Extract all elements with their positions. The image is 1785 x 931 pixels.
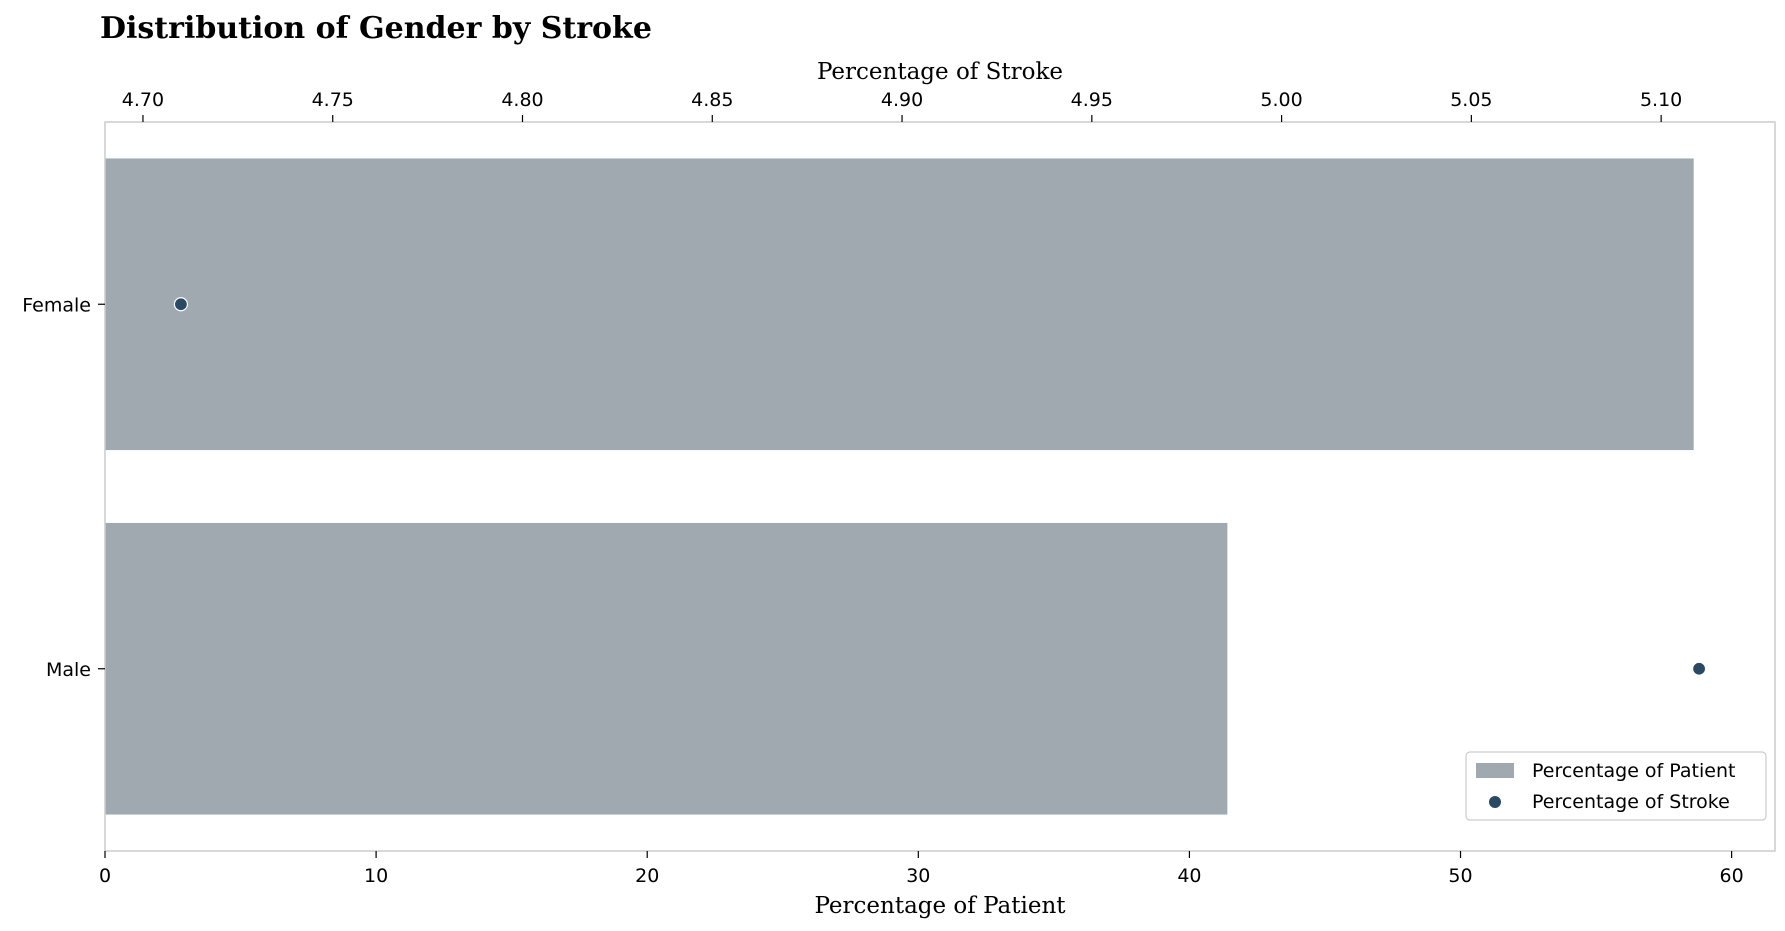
chart-title: Distribution of Gender by Stroke xyxy=(100,11,652,46)
legend-swatch-stroke xyxy=(1489,796,1501,808)
x-bottom-tick-label: 20 xyxy=(635,865,659,887)
legend: Percentage of Patient Percentage of Stro… xyxy=(1465,751,1767,821)
y-tick-label: Male xyxy=(46,659,91,681)
x-bottom-tick-label: 30 xyxy=(906,865,930,887)
x-axis-top-title: Percentage of Stroke xyxy=(817,59,1063,85)
x-bottom-tick-label: 60 xyxy=(1720,865,1744,887)
x-bottom-tick-label: 50 xyxy=(1448,865,1472,887)
x-top-tick-label: 4.70 xyxy=(122,89,164,111)
x-top-tick-label: 4.80 xyxy=(501,89,543,111)
y-axis: Female Male xyxy=(22,294,105,681)
x-top-tick-label: 4.95 xyxy=(1071,89,1113,111)
legend-label-patient: Percentage of Patient xyxy=(1532,760,1735,782)
x-top-tick-label: 4.85 xyxy=(691,89,733,111)
x-bottom-tick-label: 0 xyxy=(99,865,111,887)
x-axis-top: 4.70 4.75 4.80 4.85 4.90 4.95 5.00 5.05 5.10 xyxy=(122,89,1682,122)
bar-series xyxy=(105,158,1694,815)
legend-box xyxy=(1465,751,1767,821)
x-bottom-tick-label: 10 xyxy=(364,865,388,887)
x-top-tick-label: 4.90 xyxy=(881,89,923,111)
bar-male xyxy=(105,522,1228,815)
x-top-tick-label: 4.75 xyxy=(312,89,354,111)
x-top-tick-label: 5.05 xyxy=(1450,89,1492,111)
x-axis-bottom-title: Percentage of Patient xyxy=(814,893,1066,919)
y-tick-label: Female xyxy=(22,294,91,316)
x-bottom-tick-label: 40 xyxy=(1177,865,1201,887)
bar-female xyxy=(105,158,1694,451)
plot-frame xyxy=(104,121,1776,852)
x-top-tick-label: 5.00 xyxy=(1260,89,1302,111)
legend-label-stroke: Percentage of Stroke xyxy=(1532,791,1730,813)
scatter-series xyxy=(173,297,1707,676)
point-male xyxy=(1691,661,1707,676)
x-top-tick-label: 5.10 xyxy=(1640,89,1682,111)
x-axis-bottom: 0 10 20 30 40 50 60 xyxy=(99,851,1744,887)
legend-swatch-patient xyxy=(1476,763,1514,778)
point-female xyxy=(173,297,189,312)
